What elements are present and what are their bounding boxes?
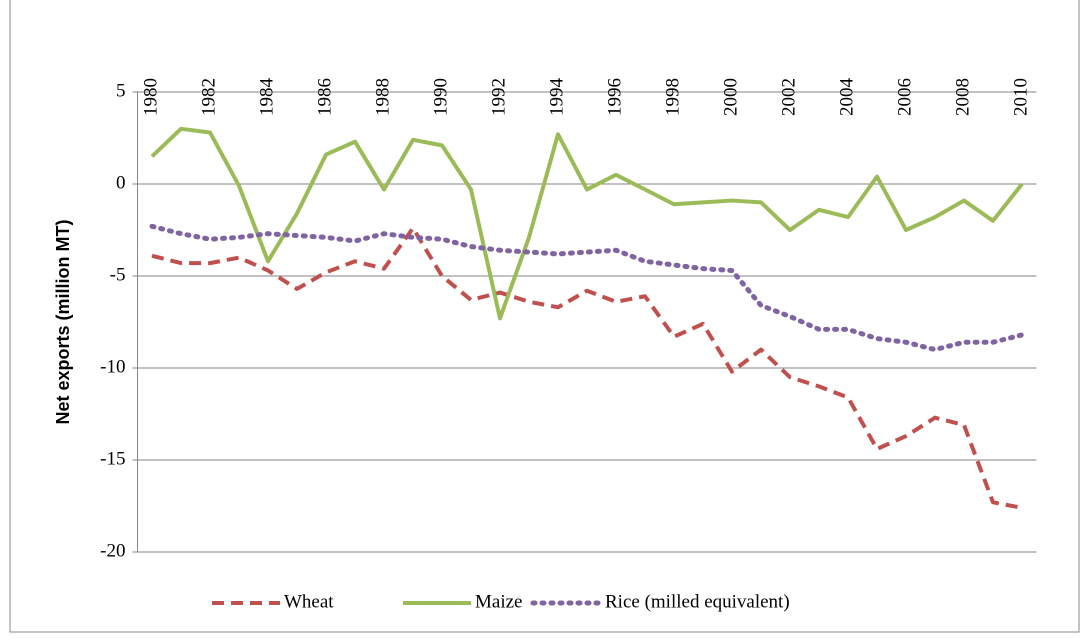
y-tick-label: 0: [116, 172, 126, 193]
legend-label: Maize: [475, 591, 522, 612]
y-tick-label: -10: [100, 356, 125, 377]
legend-label: Wheat: [284, 591, 334, 612]
x-tick-label: 2008: [952, 78, 973, 116]
x-tick-label: 1996: [604, 78, 625, 116]
y-tick-label: 5: [116, 80, 126, 101]
x-tick-label: 1982: [198, 78, 219, 116]
chart-frame: [9, 0, 1080, 633]
x-tick-label: 1980: [140, 78, 161, 116]
y-tick-label: -20: [100, 540, 125, 561]
y-tick-label: -15: [100, 448, 125, 469]
series-line: [149, 223, 1025, 353]
x-tick-label: 2004: [836, 78, 857, 117]
x-tick-label: 2000: [720, 78, 741, 116]
series-line: [151, 226, 1023, 510]
x-tick-label: 1990: [430, 78, 451, 116]
x-tick-label: 1992: [488, 78, 509, 116]
x-tick-label: 1988: [372, 78, 393, 116]
x-tick-label: 2006: [894, 78, 915, 116]
y-axis-label: Net exports (million MT): [53, 219, 73, 424]
legend-label: Rice (milled equivalent): [605, 591, 790, 612]
series-line: [150, 126, 1024, 321]
x-tick-label: 1984: [256, 78, 277, 117]
x-tick-label: 2010: [1010, 78, 1031, 116]
y-tick-label: -5: [110, 264, 126, 285]
x-tick-label: 2002: [778, 78, 799, 116]
x-tick-label: 1998: [662, 78, 683, 116]
x-tick-label: 1994: [546, 78, 567, 117]
x-tick-label: 1986: [314, 78, 335, 116]
